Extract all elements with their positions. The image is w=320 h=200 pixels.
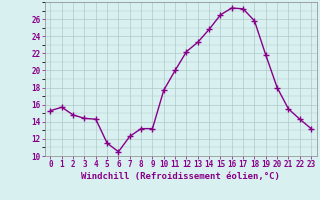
X-axis label: Windchill (Refroidissement éolien,°C): Windchill (Refroidissement éolien,°C) [81,172,280,181]
